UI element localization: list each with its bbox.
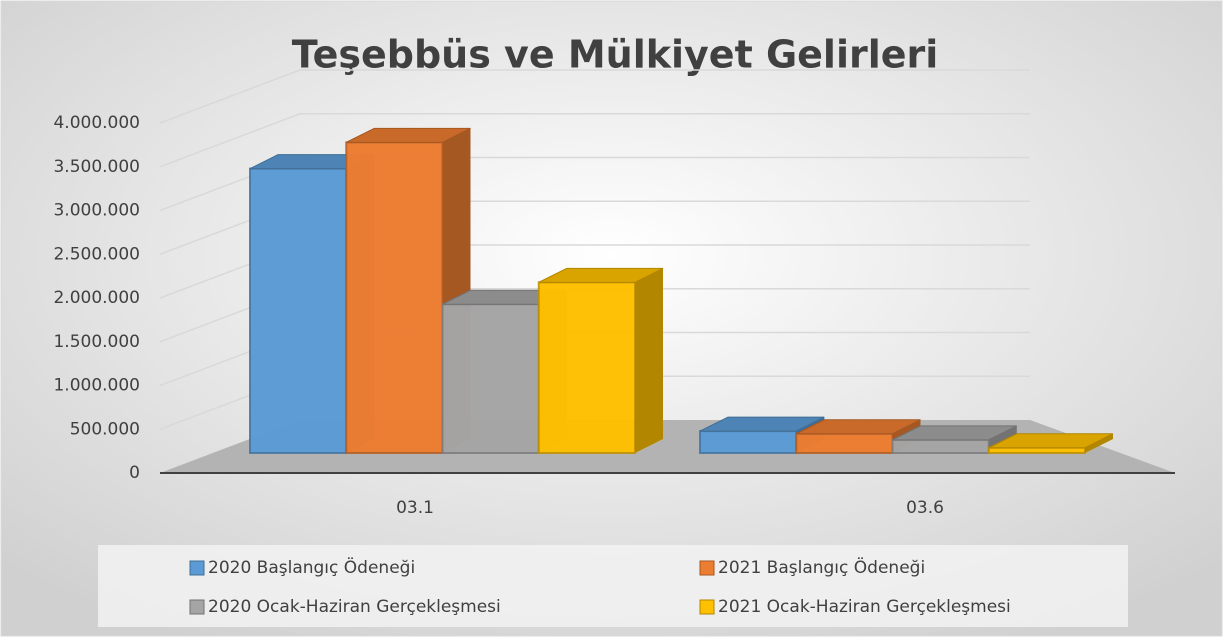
bar-front <box>345 141 444 454</box>
bar-front <box>249 167 348 454</box>
y-tick-label: 4.000.000 <box>53 113 140 133</box>
grid-line <box>159 113 1030 168</box>
bar-side <box>1085 433 1113 453</box>
legend-label: 2020 Ocak-Haziran Gerçekleşmesi <box>208 597 501 617</box>
y-tick-label: 0 <box>129 463 140 483</box>
grid-line <box>159 69 1030 124</box>
legend-label: 2021 Başlangıç Ödeneği <box>718 556 925 578</box>
y-tick-label: 3.000.000 <box>53 201 140 221</box>
y-tick-label: 500.000 <box>70 419 140 439</box>
legend-label: 2020 Başlangıç Ödeneği <box>208 556 415 578</box>
bar-front <box>891 438 990 454</box>
y-tick-label: 2.000.000 <box>53 288 140 308</box>
y-tick-label: 1.000.000 <box>53 376 140 396</box>
legend-box <box>98 545 1128 627</box>
y-tick-label: 1.500.000 <box>53 332 140 352</box>
bar-front <box>441 303 540 454</box>
bar-front <box>795 432 894 454</box>
legend-swatch <box>699 599 715 615</box>
x-tick-label: 03.6 <box>906 498 944 518</box>
y-tick-label: 2.500.000 <box>53 244 140 264</box>
legend-label: 2021 Ocak-Haziran Gerçekleşmesi <box>718 597 1011 617</box>
legend-swatch <box>699 560 715 576</box>
legend-swatch <box>189 560 205 576</box>
chart-title: Teşebbüs ve Mülkiyet Gelirleri <box>292 33 939 77</box>
x-tick-label: 03.1 <box>396 498 434 518</box>
bar-front <box>987 446 1086 454</box>
bar-front <box>537 281 636 454</box>
bar-front <box>699 430 798 454</box>
legend-swatch <box>189 599 205 615</box>
bar-side <box>635 268 663 453</box>
y-tick-label: 3.500.000 <box>53 157 140 177</box>
